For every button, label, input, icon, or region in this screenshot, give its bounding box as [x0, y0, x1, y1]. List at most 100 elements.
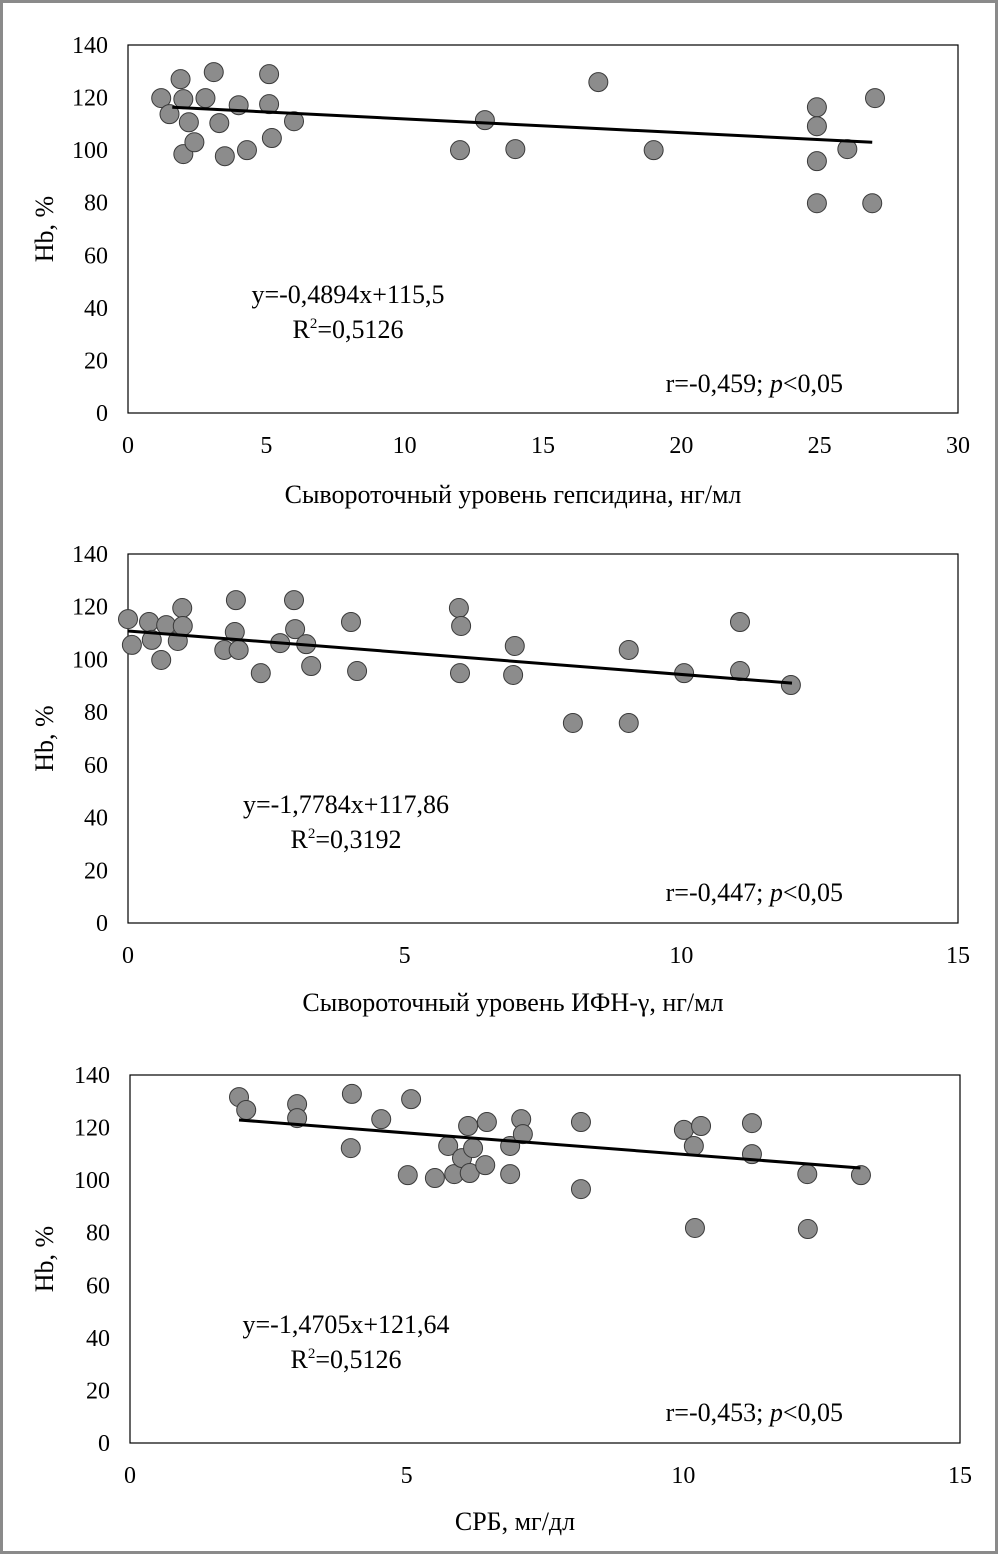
correlation-label: r=-0,453; p<0,05 — [666, 1398, 843, 1427]
data-point — [463, 1138, 484, 1159]
y-tick-label: 80 — [84, 191, 108, 217]
p-value: <0,05 — [783, 878, 843, 907]
data-point — [236, 140, 257, 161]
y-tick-label: 20 — [84, 348, 108, 374]
data-point — [121, 634, 142, 655]
r-squared-symbol: R — [292, 315, 310, 344]
y-tick-label: 60 — [86, 1273, 110, 1299]
y-tick-label: 140 — [72, 542, 108, 568]
x-tick-label: 15 — [531, 433, 555, 459]
x-tick-label: 10 — [393, 433, 417, 459]
trendline — [238, 1118, 861, 1170]
y-tick-label: 120 — [72, 86, 108, 112]
data-point — [261, 128, 282, 149]
y-tick-label: 60 — [84, 243, 108, 269]
data-point — [476, 1112, 497, 1133]
data-point — [741, 1113, 762, 1134]
data-point — [228, 639, 249, 660]
p-symbol: p — [768, 1398, 783, 1427]
data-point — [195, 88, 216, 109]
data-point — [806, 151, 827, 172]
correlation-coefficient: r=-0,459; — [666, 369, 770, 398]
data-point — [500, 1164, 521, 1185]
x-tick-label: 0 — [122, 943, 134, 969]
data-point — [159, 104, 180, 125]
data-point — [170, 69, 191, 90]
data-point — [397, 1165, 418, 1186]
data-point — [214, 146, 235, 167]
y-tick-label: 100 — [74, 1168, 110, 1194]
y-tick-label: 120 — [74, 1116, 110, 1142]
p-value: <0,05 — [783, 369, 843, 398]
x-tick-label: 5 — [401, 1463, 413, 1489]
data-point — [505, 139, 526, 160]
data-point — [172, 598, 193, 619]
data-point — [684, 1217, 705, 1238]
data-point — [806, 116, 827, 137]
x-axis-label: Сывороточный уровень гепсидина, нг/мл — [285, 480, 742, 509]
data-point — [451, 615, 472, 636]
x-tick-label: 10 — [671, 1463, 695, 1489]
data-point — [371, 1109, 392, 1130]
trendline — [172, 105, 873, 144]
data-point — [806, 97, 827, 118]
data-point — [475, 1155, 496, 1176]
data-point — [691, 1115, 712, 1136]
data-point — [340, 612, 361, 633]
data-point — [806, 193, 827, 214]
x-axis-label: СРБ, мг/дл — [455, 1507, 575, 1536]
data-point — [424, 1168, 445, 1189]
data-point — [301, 656, 322, 677]
data-point — [643, 140, 664, 161]
data-point — [209, 113, 230, 134]
data-point — [250, 663, 271, 684]
data-point — [618, 712, 639, 733]
data-point — [458, 1115, 479, 1136]
plot-area-border — [127, 44, 959, 414]
r-squared-label: R2=0,5126 — [292, 315, 403, 344]
data-point — [139, 612, 160, 633]
plot-area-border — [129, 1074, 961, 1444]
data-point — [151, 88, 172, 109]
y-tick-label: 0 — [98, 1431, 110, 1457]
data-point — [259, 94, 280, 115]
plot-area-border — [127, 553, 959, 924]
data-point — [588, 72, 609, 93]
y-axis-label: Hb, % — [30, 1226, 59, 1292]
r-squared-value: =0,5126 — [315, 1345, 401, 1374]
r-squared-symbol: R — [290, 1345, 308, 1374]
data-point — [401, 1089, 422, 1110]
data-point — [512, 1124, 533, 1145]
data-point — [850, 1165, 871, 1186]
y-tick-label: 60 — [84, 753, 108, 779]
trendline — [127, 629, 793, 685]
x-tick-label: 15 — [948, 1463, 972, 1489]
data-point — [284, 111, 304, 132]
y-axis-label: Hb, % — [30, 705, 59, 771]
p-value: <0,05 — [783, 1398, 843, 1427]
x-axis-label: Сывороточный уровень ИФН-γ, нг/мл — [302, 988, 723, 1017]
y-tick-label: 80 — [84, 700, 108, 726]
r-squared-label: R2=0,5126 — [290, 1345, 401, 1374]
data-point — [173, 89, 194, 110]
data-point — [562, 712, 583, 733]
data-point — [448, 598, 469, 619]
x-tick-label: 5 — [260, 433, 272, 459]
y-tick-label: 40 — [84, 806, 108, 832]
scatter-chart-2: 0 20 40 60 80 100 120 140 0 5 10 15 Hb, % Сывороточны… — [30, 542, 970, 1017]
data-point — [797, 1164, 818, 1185]
p-symbol: p — [768, 878, 783, 907]
correlation-coefficient: r=-0,453; — [666, 1398, 770, 1427]
regression-equation: y=-1,7784x+117,86 — [243, 790, 449, 819]
regression-equation: y=-1,4705x+121,64 — [243, 1310, 450, 1339]
y-tick-label: 120 — [72, 595, 108, 621]
x-tick-label: 5 — [399, 943, 411, 969]
data-point — [474, 110, 495, 131]
x-tick-label: 25 — [808, 433, 832, 459]
data-point — [151, 649, 172, 670]
y-tick-label: 100 — [72, 647, 108, 673]
data-point — [503, 664, 524, 685]
y-tick-label: 0 — [96, 401, 108, 427]
